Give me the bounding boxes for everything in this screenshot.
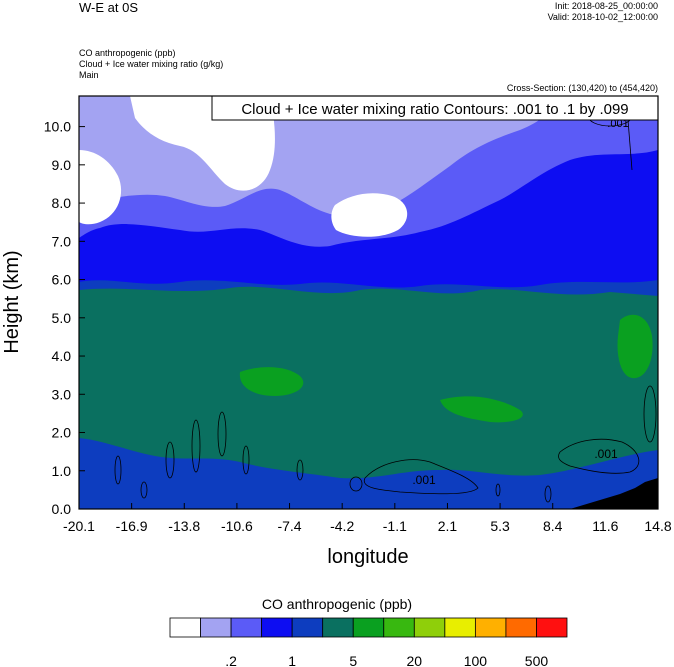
colorbar-label: 1 (288, 653, 296, 667)
x-tick-label: -13.8 (168, 518, 200, 534)
cross-section-label: Cross-Section: (130,420) to (454,420) (506, 83, 658, 93)
valid-time: Valid: 2018-10-02_12:00:00 (547, 12, 658, 22)
co-field-bright-green-1 (239, 367, 304, 396)
colorbar-swatch (352, 617, 385, 638)
plot-title: W-E at 0S (79, 0, 139, 15)
y-tick-label: 6.0 (52, 272, 72, 288)
colorbar-swatch (200, 617, 232, 638)
terrain-mask (570, 478, 658, 509)
contour-value-label: .001 (607, 118, 628, 130)
x-tick-label: -10.6 (221, 518, 253, 534)
x-tick-label: 14.8 (644, 518, 671, 534)
colorbar-title: CO anthropogenic (ppb) (261, 596, 413, 612)
y-tick-label: 3.0 (52, 386, 72, 402)
co-field-bright-green-2 (440, 396, 523, 423)
colorbar-label: 20 (407, 653, 423, 667)
colorbar-swatch (291, 617, 324, 638)
x-tick-label: 2.1 (438, 518, 458, 534)
co-field-white-center (331, 193, 408, 237)
colorbar-swatch (322, 617, 354, 638)
colorbar-label: .2 (225, 653, 237, 667)
colorbar-label: 100 (464, 653, 488, 667)
colorbar-swatch (261, 617, 293, 638)
y-tick-label: 4.0 (52, 348, 72, 364)
colorbar-swatch (444, 617, 476, 638)
x-axis: -20.1 -16.9 -13.8 -10.6 -7.4 -4.2 -1.1 2.1 5.3 8.… (63, 503, 672, 534)
cloud-ice-contours (114, 105, 657, 503)
contour-value-label: .001 (594, 447, 618, 461)
colorbar-swatch (474, 617, 507, 638)
y-tick-label: 9.0 (52, 157, 72, 173)
colorbar-swatch (230, 617, 263, 638)
init-time: Init: 2018-08-25_00:00:00 (554, 1, 658, 11)
y-tick-label: 10.0 (44, 119, 71, 135)
x-tick-label: -16.9 (116, 518, 148, 534)
co-field-bright-green-3 (617, 314, 653, 379)
colorbar-swatch (383, 617, 415, 638)
x-tick-label: 11.6 (592, 518, 618, 534)
plot-frame (78, 95, 659, 510)
x-tick-label: 5.3 (490, 518, 510, 534)
colorbar-swatch (413, 617, 446, 638)
y-tick-label: 1.0 (52, 463, 72, 479)
colorbar-label: 5 (349, 653, 357, 667)
x-tick-label: -7.4 (277, 518, 301, 534)
y-tick-label: 2.0 (52, 425, 72, 441)
co-field-green-band (79, 286, 658, 479)
plot-area (79, 96, 658, 509)
x-tick-label: -1.1 (383, 518, 407, 534)
contour-value-label: .001 (412, 473, 436, 487)
y-axis: 0.0 1.0 2.0 3.0 4.0 5.0 6.0 7.0 8.0 9.0 10.0 (44, 119, 85, 517)
colorbar-swatch (505, 617, 537, 638)
co-field-white-left (79, 150, 122, 225)
colorbar-swatch (169, 617, 201, 638)
colorbar-legend: .2 1 5 20 100 500 (169, 617, 568, 667)
field-name-cloud: Cloud + Ice water mixing ratio (g/kg) (79, 59, 224, 69)
colorbar-label: 500 (525, 653, 549, 667)
colorbar-swatch (536, 617, 568, 638)
field-name-co: CO anthropogenic (ppb) (79, 48, 176, 58)
y-tick-label: 7.0 (52, 233, 72, 249)
x-tick-label: 8.4 (543, 518, 563, 534)
x-axis-label: longitude (327, 546, 408, 568)
contour-info-text: Cloud + Ice water mixing ratio Contours:… (241, 101, 628, 118)
x-tick-label: -4.2 (330, 518, 354, 534)
y-axis-label: Height (km) (1, 250, 23, 353)
contour-info-box: Cloud + Ice water mixing ratio Contours:… (211, 95, 659, 121)
y-tick-label: 0.0 (52, 501, 72, 517)
y-tick-label: 5.0 (52, 310, 72, 326)
field-name-main: Main (79, 70, 99, 80)
x-tick-label: -20.1 (63, 518, 95, 534)
y-tick-label: 8.0 (52, 195, 72, 211)
